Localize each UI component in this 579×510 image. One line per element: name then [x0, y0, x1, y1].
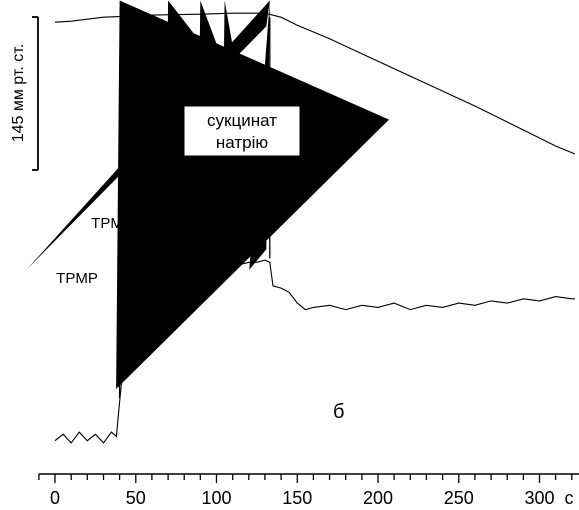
tpmp-label-4: TPMP [151, 173, 193, 190]
x-axis-unit: c [565, 488, 574, 508]
x-tick-label-0: 0 [50, 488, 60, 508]
tpmp-label-3: TPMP [119, 193, 161, 210]
x-tick-label-300: 300 [524, 488, 554, 508]
tpmp-label-2: TPMP [91, 215, 133, 232]
scale-bar-label: 145 мм рт. ст. [10, 44, 27, 143]
x-axis: 050100150200250300350 [38, 473, 579, 508]
pressure-scale-bar: 145 мм рт. ст. [10, 16, 39, 171]
panel-label-b: б [333, 401, 344, 423]
x-tick-label-250: 250 [444, 488, 474, 508]
succinate-label-line-1: сукцинат [207, 111, 277, 130]
x-tick-label-200: 200 [363, 488, 393, 508]
succinate-arrow-up-head [26, 0, 270, 270]
annotations: TPMP TPMP TPMP TPMP [26, 0, 389, 398]
x-tick-label-150: 150 [282, 488, 312, 508]
succinate-annotation-box: сукцинат натрію [183, 105, 301, 157]
tpmp-label-1: TPMP [56, 270, 98, 287]
x-tick-label-100: 100 [201, 488, 231, 508]
succinate-label-line-2: натрію [216, 133, 268, 152]
x-tick-label-50: 50 [126, 488, 146, 508]
